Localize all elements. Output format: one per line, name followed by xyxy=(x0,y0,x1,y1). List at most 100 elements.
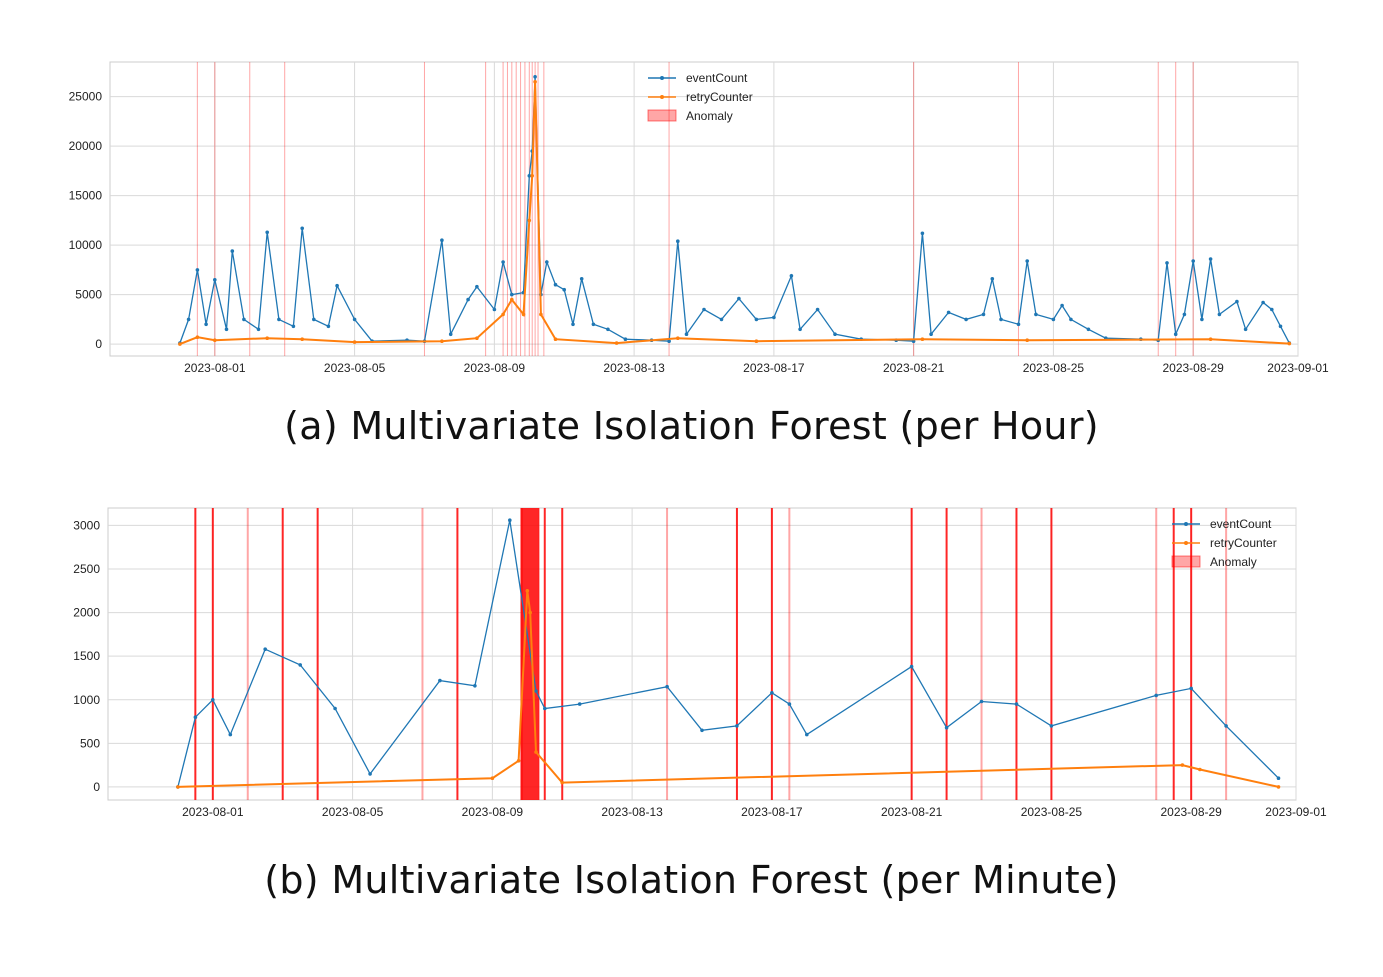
data-point-eventCount xyxy=(211,698,215,702)
data-point-eventCount xyxy=(579,277,584,281)
data-point-eventCount xyxy=(213,278,217,282)
data-point-eventCount xyxy=(1261,300,1265,305)
data-point-eventCount xyxy=(805,732,809,737)
data-point-eventCount xyxy=(1217,312,1222,317)
data-point-eventCount xyxy=(291,324,296,329)
plot-area xyxy=(109,61,1299,357)
data-point-retryCounter xyxy=(534,750,538,754)
data-point-eventCount xyxy=(787,702,792,706)
data-point-retryCounter xyxy=(213,338,217,343)
data-point-retryCounter xyxy=(1287,341,1292,346)
data-point-eventCount xyxy=(737,296,741,301)
data-point-eventCount xyxy=(1049,724,1054,728)
x-tick-label: 2023-08-29 xyxy=(1162,361,1224,375)
data-point-retryCounter xyxy=(521,312,526,317)
data-point-retryCounter xyxy=(533,80,537,84)
data-point-eventCount xyxy=(929,332,933,337)
data-point-eventCount xyxy=(1014,702,1019,706)
chart-b-svg: 2023-08-01 2023-08-05 2023-08-09 2023-08-13… xyxy=(73,507,1327,819)
data-point-eventCount xyxy=(964,317,968,322)
data-point-eventCount xyxy=(298,663,303,667)
data-point-eventCount xyxy=(1165,261,1169,265)
legend-label: Anomaly xyxy=(1210,555,1257,569)
data-point-eventCount xyxy=(326,324,331,329)
data-point-eventCount xyxy=(735,724,739,728)
data-point-eventCount xyxy=(754,317,759,322)
data-point-eventCount xyxy=(265,230,270,235)
data-point-eventCount xyxy=(1173,332,1178,337)
series-line-retryCounter xyxy=(177,590,1279,788)
legend-swatch-anomaly xyxy=(1171,555,1201,568)
data-point-eventCount xyxy=(1069,317,1073,322)
y-tick-label: 1000 xyxy=(73,693,100,707)
data-point-retryCounter xyxy=(920,337,925,342)
data-point-eventCount xyxy=(979,699,984,704)
data-point-eventCount xyxy=(501,260,505,264)
data-point-eventCount xyxy=(606,327,610,332)
data-point-eventCount xyxy=(667,339,671,344)
data-point-eventCount xyxy=(562,287,566,292)
y-tick-label: 10000 xyxy=(69,238,103,252)
data-point-retryCounter xyxy=(1208,337,1213,342)
x-tick-label: 2023-08-21 xyxy=(881,805,943,819)
data-point-retryCounter xyxy=(527,218,532,223)
data-point-eventCount xyxy=(1016,322,1021,327)
data-point-retryCounter xyxy=(1276,785,1281,789)
data-point-eventCount xyxy=(1208,257,1213,261)
data-point-retryCounter xyxy=(440,339,444,344)
caption-b: (b) Multivariate Isolation Forest (per M… xyxy=(264,858,1119,902)
legend-label: Anomaly xyxy=(686,109,733,123)
data-point-eventCount xyxy=(475,284,479,289)
data-point-eventCount xyxy=(473,684,477,688)
data-point-eventCount xyxy=(230,249,235,253)
data-point-eventCount xyxy=(300,226,305,231)
data-point-eventCount xyxy=(204,322,208,327)
data-point-eventCount xyxy=(1182,312,1187,317)
data-point-eventCount xyxy=(772,315,776,320)
data-point-retryCounter xyxy=(300,337,305,342)
legend-marker-retryCounter xyxy=(660,95,664,99)
data-point-retryCounter xyxy=(1025,338,1029,343)
data-point-eventCount xyxy=(256,327,261,332)
data-point-eventCount xyxy=(440,238,444,242)
y-tick-label: 2500 xyxy=(73,562,100,576)
data-point-retryCounter xyxy=(178,342,182,346)
x-tick-label: 2023-08-13 xyxy=(601,805,663,819)
data-point-eventCount xyxy=(193,715,198,719)
data-point-eventCount xyxy=(684,332,689,337)
data-point-eventCount xyxy=(623,337,628,342)
data-point-eventCount xyxy=(224,327,229,332)
data-point-eventCount xyxy=(1243,327,1248,332)
data-point-eventCount xyxy=(508,518,512,522)
data-point-eventCount xyxy=(1154,693,1158,698)
data-point-eventCount xyxy=(815,307,820,312)
data-point-eventCount xyxy=(833,332,837,337)
data-point-retryCounter xyxy=(614,341,619,345)
y-tick-label: 15000 xyxy=(69,189,103,203)
chart-a-svg: 2023-08-01 2023-08-05 2023-08-09 2023-08-13… xyxy=(69,61,1329,375)
data-point-retryCounter xyxy=(176,785,180,789)
data-point-eventCount xyxy=(534,689,538,693)
data-point-eventCount xyxy=(1025,259,1029,263)
data-point-eventCount xyxy=(448,332,453,337)
data-point-eventCount xyxy=(1235,299,1239,304)
data-point-eventCount xyxy=(1278,324,1283,329)
data-point-eventCount xyxy=(577,702,582,706)
data-point-eventCount xyxy=(909,664,914,669)
data-point-eventCount xyxy=(719,317,724,322)
legend-marker-eventCount xyxy=(1184,522,1188,526)
data-point-retryCounter xyxy=(754,339,759,344)
legend-label: eventCount xyxy=(1210,517,1272,531)
data-point-eventCount xyxy=(702,307,706,312)
data-point-retryCounter xyxy=(516,759,521,763)
data-point-retryCounter xyxy=(501,312,505,317)
x-tick-label: 2023-08-17 xyxy=(743,361,805,375)
data-point-eventCount xyxy=(438,678,442,683)
data-point-eventCount xyxy=(368,772,372,776)
caption-a: (a) Multivariate Isolation Forest (per H… xyxy=(284,404,1099,448)
data-point-eventCount xyxy=(333,706,337,711)
data-point-retryCounter xyxy=(490,776,495,780)
data-point-eventCount xyxy=(1189,686,1193,691)
data-point-eventCount xyxy=(492,307,497,312)
data-point-eventCount xyxy=(1224,724,1228,728)
